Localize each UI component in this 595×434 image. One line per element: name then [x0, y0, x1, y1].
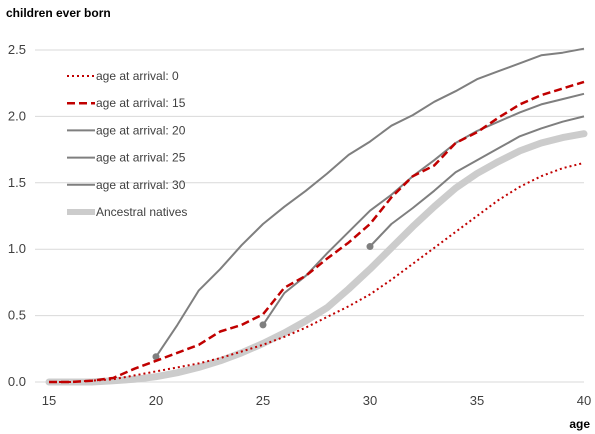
- series-line-3: [263, 94, 584, 325]
- x-axis-title: age: [569, 417, 590, 431]
- legend-label: age at arrival: 20: [96, 123, 186, 137]
- y-tick-label: 0.0: [8, 374, 26, 389]
- legend-label: age at arrival: 30: [96, 178, 186, 192]
- y-tick-label: 1.5: [8, 175, 26, 190]
- y-axis-ticks: 0.0 0.5 1.0 1.5 2.0 2.5: [8, 42, 26, 389]
- y-tick-label: 2.0: [8, 108, 26, 123]
- chart-title: children ever born: [6, 6, 111, 20]
- y-tick-label: 1.0: [8, 241, 26, 256]
- legend-label: age at arrival: 25: [96, 151, 186, 165]
- y-tick-label: 0.5: [8, 308, 26, 323]
- series-line-4: [370, 116, 584, 246]
- x-tick-label: 40: [577, 393, 591, 408]
- series-line-0: [49, 163, 584, 382]
- legend: age at arrival: 0 age at arrival: 15 age a…: [67, 69, 187, 219]
- x-tick-label: 30: [363, 393, 377, 408]
- legend-label: age at arrival: 15: [96, 96, 186, 110]
- series-line-2: [156, 49, 584, 357]
- x-tick-label: 20: [149, 393, 163, 408]
- x-tick-label: 25: [256, 393, 270, 408]
- series-start-marker: [367, 243, 374, 250]
- series-start-marker: [260, 321, 267, 328]
- x-tick-label: 35: [470, 393, 484, 408]
- x-axis-ticks: 15 20 25 30 35 40: [42, 393, 591, 408]
- x-tick-label: 15: [42, 393, 56, 408]
- legend-label: age at arrival: 0: [96, 69, 179, 83]
- legend-label: Ancestral natives: [96, 205, 187, 219]
- series-line-5: [49, 134, 584, 382]
- y-tick-label: 2.5: [8, 42, 26, 57]
